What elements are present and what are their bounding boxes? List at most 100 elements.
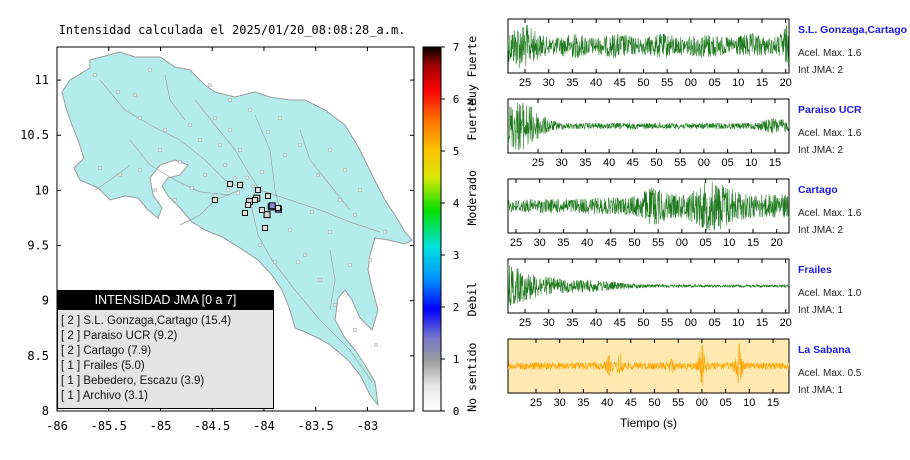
- lat-tick-label: 8.5: [27, 349, 49, 363]
- legend-row: [ 2 ] Paraiso UCR (9.2): [61, 330, 178, 342]
- lon-tick-label: -84: [253, 419, 275, 433]
- lon-tick-label: -83: [357, 419, 379, 433]
- town-dot: [218, 143, 222, 147]
- town-dot: [296, 260, 300, 264]
- station-markers: [212, 181, 282, 231]
- trace-tick-label: 35: [566, 77, 578, 89]
- colorbar-label: Muy Fuerte: [465, 36, 479, 105]
- station-marker: [237, 182, 243, 188]
- costa-rica-landmass: [61, 51, 413, 407]
- trace-station-name: Paraiso UCR: [798, 104, 862, 116]
- trace-tick-label: 00: [685, 77, 697, 89]
- trace-acel-max: Acel. Max. 1.6: [798, 208, 862, 219]
- town-dot: [258, 243, 262, 247]
- trace-tick-label: 05: [708, 77, 720, 89]
- trace-tick-label: 05: [708, 317, 720, 329]
- trace-tick-label: 40: [590, 77, 602, 89]
- trace-tick-label: 10: [723, 237, 735, 249]
- town-dot: [333, 303, 337, 307]
- station-marker: [212, 197, 218, 203]
- colorbar-label: Debil: [465, 282, 479, 317]
- town-dot: [266, 130, 270, 134]
- town-dot: [338, 198, 342, 202]
- trace-waveform: [507, 25, 790, 68]
- station-marker: [252, 197, 258, 203]
- lon-tick-label: -85: [150, 419, 172, 433]
- lon-tick-label: -84.5: [194, 419, 230, 433]
- town-dot: [343, 168, 347, 172]
- trace-tick-label: 30: [554, 397, 566, 409]
- town-dot: [251, 184, 255, 188]
- station-marker: [265, 193, 271, 199]
- station-marker: [245, 202, 251, 208]
- trace-tick-label: 15: [747, 237, 759, 249]
- town-dot: [203, 173, 207, 177]
- town-dot: [310, 210, 314, 214]
- station-marker: [262, 225, 268, 231]
- trace-tick-label: 05: [699, 237, 711, 249]
- colorbar-label: Moderado: [465, 170, 479, 225]
- seismogram-xlabel: Tiempo (s): [620, 416, 677, 430]
- town-dot: [328, 148, 332, 152]
- town-dot: [248, 108, 252, 112]
- town-dot: [353, 213, 357, 217]
- trace-tick-label: 35: [577, 397, 589, 409]
- trace-tick-label: 55: [661, 77, 673, 89]
- trace-tick-label: 50: [637, 77, 649, 89]
- trace-station-name: Frailes: [798, 264, 832, 276]
- trace-frame: [507, 258, 790, 314]
- intensity-legend: INTENSIDAD JMA [0 a 7] [ 2 ] S.L. Gonzag…: [57, 290, 274, 409]
- trace-int-jma: Int JMA: 2: [798, 225, 844, 236]
- town-dot: [158, 148, 162, 152]
- trace-tick-label: 55: [661, 317, 673, 329]
- station-marker: [268, 202, 276, 210]
- town-dot: [133, 93, 137, 97]
- trace-tick-label: 10: [743, 397, 755, 409]
- map-title: Intensidad calculada el 2025/01/20_08:08…: [59, 23, 406, 37]
- intensity-colorbar: [422, 46, 442, 412]
- colorbar-tick-label: 6: [453, 93, 460, 106]
- town-dot: [328, 230, 332, 234]
- town-dot: [298, 143, 302, 147]
- trace-tick-label: 25: [532, 157, 544, 169]
- town-dot: [178, 160, 182, 164]
- trace-tick-label: 50: [650, 157, 662, 169]
- colorbar-tick-label: 7: [453, 41, 460, 54]
- lat-tick-label: 9.5: [27, 239, 49, 253]
- trace-station-name: La Sabana: [798, 344, 851, 356]
- lon-tick-label: -86: [46, 419, 68, 433]
- trace-tick-label: 15: [756, 77, 768, 89]
- town-dot: [98, 166, 102, 170]
- trace-tick-label: 50: [637, 317, 649, 329]
- trace-tick-label: 50: [628, 237, 640, 249]
- town-dot: [273, 260, 277, 264]
- town-dot: [138, 168, 142, 172]
- trace-frame: [507, 178, 790, 234]
- trace-tick-label: 05: [721, 157, 733, 169]
- trace-tick-label: 25: [519, 317, 531, 329]
- trace-tick-label: 40: [601, 397, 613, 409]
- colorbar-label: No sentido: [465, 343, 479, 412]
- trace-station-name: S.L. Gonzaga,Cartago: [798, 24, 908, 36]
- trace-acel-max: Acel. Max. 1.6: [798, 48, 862, 59]
- legend-rows: [ 2 ] S.L. Gonzaga,Cartago (15.4) [ 2 ] P…: [61, 314, 231, 404]
- trace-tick-label: 25: [519, 77, 531, 89]
- trace-tick-label: 45: [625, 397, 637, 409]
- town-dot: [153, 188, 157, 192]
- trace-tick-label: 40: [581, 237, 593, 249]
- trace-tick-label: 35: [579, 157, 591, 169]
- town-dot: [228, 128, 232, 132]
- trace-tick-label: 15: [769, 157, 781, 169]
- town-dot: [208, 83, 212, 87]
- trace-tick-label: 45: [614, 77, 626, 89]
- trace-tick-label: 30: [543, 77, 555, 89]
- town-dot: [353, 328, 357, 332]
- lat-tick-label: 11: [35, 73, 49, 87]
- trace-tick-label: 55: [652, 237, 664, 249]
- trace-acel-max: Acel. Max. 0.5: [798, 368, 862, 379]
- lat-tick-label: 10.5: [20, 128, 49, 142]
- legend-row: [ 2 ] S.L. Gonzaga,Cartago (15.4): [61, 315, 232, 327]
- lat-tick-label: 8: [42, 404, 49, 418]
- town-dot: [116, 90, 120, 94]
